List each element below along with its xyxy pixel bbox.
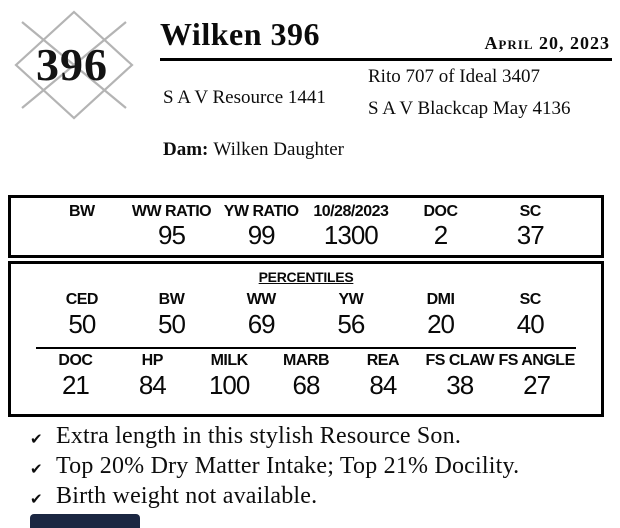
sire-name: S A V Resource 1441 xyxy=(163,87,326,108)
column-header: DOC xyxy=(58,352,93,369)
lot-badge: 396 xyxy=(8,8,136,120)
sire-dam-name: S A V Blackcap May 4136 xyxy=(368,98,571,119)
column-header: MARB xyxy=(283,352,329,369)
column-header: SC xyxy=(519,203,542,220)
partial-next-section-bar xyxy=(30,514,140,528)
performance-table: BW WW RATIO YW RATIO 10/28/2023 DOC SC 9… xyxy=(8,195,604,258)
column-header: 10/28/2023 xyxy=(313,203,389,220)
cell-value: 2 xyxy=(433,220,448,250)
cell-value: 37 xyxy=(516,220,545,250)
cell-value: 40 xyxy=(516,309,545,339)
column-header: BW xyxy=(158,291,185,308)
percentiles-header-row-1: CED BW WW YW DMI SC xyxy=(11,291,601,309)
column-header: FS ANGLE xyxy=(498,352,575,369)
percentiles-value-row-1: 50 50 69 56 20 40 xyxy=(11,309,601,340)
cell-value: 84 xyxy=(138,370,167,400)
column-header: DOC xyxy=(423,203,458,220)
column-header: REA xyxy=(366,352,400,369)
cell-value: 27 xyxy=(523,370,551,400)
performance-header-row: BW WW RATIO YW RATIO 10/28/2023 DOC SC xyxy=(11,203,601,221)
cell-value: 95 xyxy=(158,220,186,250)
dam-name: Wilken Daughter xyxy=(213,139,344,160)
lot-number: 396 xyxy=(36,39,108,90)
diamond-watermark-icon xyxy=(14,10,134,120)
cell-value: 69 xyxy=(247,309,276,339)
percentiles-table: PERCENTILES CED BW WW YW DMI SC 50 50 69… xyxy=(8,261,604,417)
cell-value: 21 xyxy=(61,370,90,400)
column-header: SC xyxy=(519,291,542,308)
list-item: ✔ Extra length in this stylish Resource … xyxy=(30,423,519,453)
column-header: HP xyxy=(141,352,164,369)
cell-value: 84 xyxy=(369,370,397,400)
cell-value: 68 xyxy=(292,370,321,400)
column-header: YW RATIO xyxy=(223,203,299,220)
percentiles-value-row-2: 21 84 100 68 84 38 27 xyxy=(11,370,601,401)
dam-label: Dam: xyxy=(163,139,209,160)
cell-value: 50 xyxy=(68,309,96,339)
dam-line: Dam: Wilken Daughter xyxy=(163,139,344,161)
percentiles-title: PERCENTILES xyxy=(258,269,354,285)
list-item: ✔ Top 20% Dry Matter Intake; Top 21% Doc… xyxy=(30,453,519,483)
column-header: DMI xyxy=(426,291,455,308)
notes-list: ✔ Extra length in this stylish Resource … xyxy=(30,423,519,513)
cell-value: 1300 xyxy=(323,220,379,250)
sale-date: April 20, 2023 xyxy=(484,33,610,53)
note-text: Top 20% Dry Matter Intake; Top 21% Docil… xyxy=(56,453,520,479)
cell-value xyxy=(37,220,127,251)
column-header: YW xyxy=(338,291,364,308)
column-header: BW xyxy=(69,203,95,220)
cell-value: 100 xyxy=(208,370,250,400)
column-header: WW RATIO xyxy=(131,203,212,220)
cell-value: 20 xyxy=(427,309,455,339)
cell-value: 38 xyxy=(446,370,474,400)
check-icon: ✔ xyxy=(30,490,43,508)
check-icon: ✔ xyxy=(30,460,43,478)
cell-value: 50 xyxy=(158,309,186,339)
check-icon: ✔ xyxy=(30,430,43,448)
sire-sire-name: Rito 707 of Ideal 3407 xyxy=(368,66,541,87)
column-header: CED xyxy=(65,291,99,308)
column-header: FS CLAW xyxy=(425,352,494,369)
table-divider xyxy=(36,347,576,349)
percentiles-header-row-2: DOC HP MILK MARB REA FS CLAW FS ANGLE xyxy=(11,352,601,370)
note-text: Extra length in this stylish Resource So… xyxy=(56,423,462,449)
note-text: Birth weight not available. xyxy=(56,483,318,509)
list-item: ✔ Birth weight not available. xyxy=(30,483,519,513)
page-title: Wilken 396 xyxy=(160,16,320,52)
cell-value: 99 xyxy=(247,220,276,250)
column-header: WW xyxy=(246,291,277,308)
cell-value: 56 xyxy=(337,309,365,339)
column-header: MILK xyxy=(210,352,249,369)
performance-value-row: 95 99 1300 2 37 xyxy=(11,220,601,251)
title-underline xyxy=(160,58,612,61)
